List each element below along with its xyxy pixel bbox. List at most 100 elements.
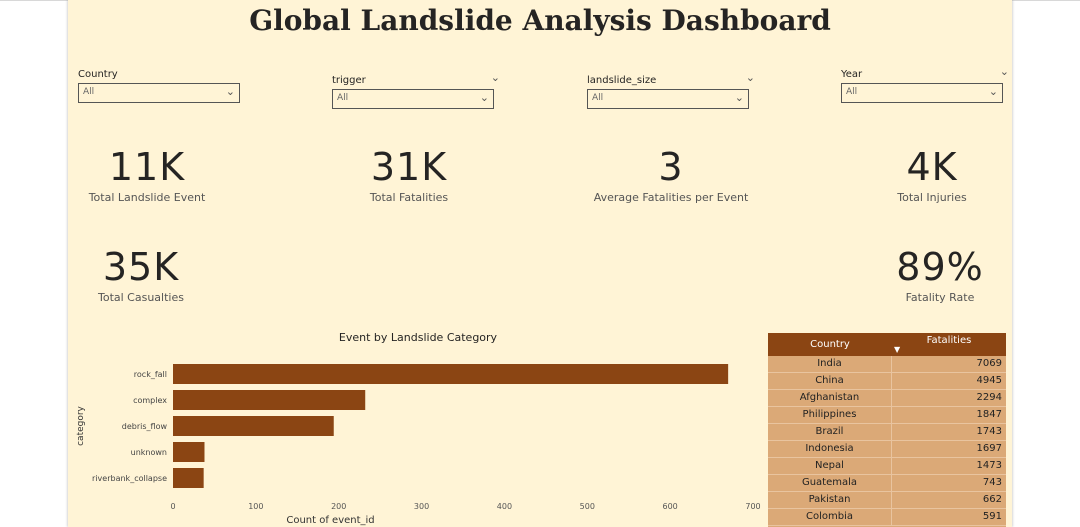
slicer-trigger-dropdown[interactable]: All ⌄ [332,89,494,109]
bar-rock_fall[interactable] [173,364,729,384]
slicer-landslide-size-label: landslide_size ⌄ [587,71,755,89]
cell-fatalities: 591 [982,511,1002,522]
kpi-value: 3 [658,145,684,189]
slicer-country: Country All ⌄ [78,69,240,103]
bar-unknown[interactable] [173,442,205,462]
table-row[interactable]: Afghanistan 2294 [768,390,1006,407]
x-tick-label: 700 [745,502,760,511]
table-row[interactable]: Pakistan 662 [768,492,1006,509]
kpi-label: Total Casualties [98,291,184,304]
column-header-fatalities[interactable]: Fatalities ▼ [892,333,1006,356]
category-tick-label: debris_flow [122,422,168,431]
slicer-landslide-size-value: All [592,93,604,103]
table-row[interactable]: China 4945 [768,373,1006,390]
cell-country: India [768,356,892,372]
table-row[interactable]: Brazil 1743 [768,424,1006,441]
chevron-down-icon: ⌄ [734,91,744,104]
cell-fatalities: 7069 [976,358,1002,369]
cell-country: Afghanistan [768,390,892,406]
bar-debris_flow[interactable] [173,416,334,436]
kpi-label: Total Injuries [897,191,967,204]
category-tick-label: riverbank_collapse [92,474,167,483]
kpi-value: 35K [102,245,180,289]
table-row[interactable]: India 7069 [768,356,1006,373]
chevron-down-icon: ⌄ [988,85,998,98]
cell-country: Brazil [768,424,892,440]
table-row[interactable]: Guatemala 743 [768,475,1006,492]
chart-title: Event by Landslide Category [338,331,498,344]
slicer-trigger: trigger ⌄ All ⌄ [332,71,500,109]
slicer-country-value: All [83,87,95,97]
cell-country: Guatemala [768,475,892,491]
cell-country: China [768,373,892,389]
slicer-year-dropdown[interactable]: All ⌄ [841,83,1003,103]
fatalities-table: Country Fatalities ▼ India 7069 China 4945 A… [768,333,1006,527]
kpi-label: Fatality Rate [905,291,975,304]
slicer-year-label: Year ⌄ [841,65,1009,83]
table-row[interactable]: Nepal 1473 [768,458,1006,475]
cell-fatalities: 2294 [976,392,1002,403]
cell-fatalities: 1473 [976,460,1002,471]
cell-fatalities: 4945 [976,375,1002,386]
chevron-down-icon: ⌄ [479,91,489,104]
slicer-trigger-value: All [337,93,349,103]
sort-descending-icon: ▼ [894,345,901,354]
cell-fatalities: 1743 [976,426,1002,437]
table-row[interactable]: Philippines 1847 [768,407,1006,424]
table-row[interactable]: Colombia 591 [768,509,1006,526]
kpi-fatality-rate: 89% Fatality Rate [866,245,1014,304]
category-tick-label: rock_fall [134,370,167,379]
kpi-value: 11K [108,145,186,189]
dashboard-title: Global Landslide Analysis Dashboard [249,4,831,37]
cell-country: Philippines [768,407,892,423]
x-tick-label: 0 [170,502,175,511]
x-tick-label: 100 [248,502,263,511]
kpi-total-landslide-event: 11K Total Landslide Event [68,145,226,204]
kpi-total-injuries: 4K Total Injuries [858,145,1006,204]
chevron-down-icon[interactable]: ⌄ [745,71,755,84]
slicer-landslide-size-dropdown[interactable]: All ⌄ [587,89,749,109]
cell-fatalities: 1697 [976,443,1002,454]
kpi-value: 4K [906,145,958,189]
cell-country: Nepal [768,458,892,474]
kpi-total-casualties: 35K Total Casualties [68,245,214,304]
table-header: Country Fatalities ▼ [768,333,1006,356]
slicer-landslide-size-label-text: landslide_size [587,75,657,86]
column-header-fatalities-label: Fatalities [926,335,972,346]
cell-fatalities: 1847 [976,409,1002,420]
slicer-year: Year ⌄ All ⌄ [841,65,1009,103]
category-tick-label: complex [133,396,167,405]
cell-fatalities: 743 [982,477,1002,488]
x-tick-label: 200 [331,502,346,511]
slicer-trigger-label: trigger ⌄ [332,71,500,89]
kpi-value: 89% [896,245,984,289]
chevron-down-icon: ⌄ [225,85,235,98]
cell-country: Indonesia [768,441,892,457]
slicer-country-dropdown[interactable]: All ⌄ [78,83,240,103]
kpi-label: Average Fatalities per Event [593,191,749,204]
bar-riverbank_collapse[interactable] [173,468,204,488]
x-tick-label: 500 [580,502,595,511]
kpi-value: 31K [370,145,448,189]
kpi-label: Total Landslide Event [88,191,206,204]
y-axis-title: category [76,405,86,445]
bar-complex[interactable] [173,390,366,410]
table-body: India 7069 China 4945 Afghanistan 2294 Philipp… [768,356,1006,526]
chevron-down-icon[interactable]: ⌄ [490,71,500,84]
slicer-year-value: All [846,87,858,97]
x-axis-title: Count of event_id [286,515,374,526]
cell-country: Colombia [768,509,892,525]
chevron-down-icon[interactable]: ⌄ [999,65,1009,78]
slicer-landslide-size: landslide_size ⌄ All ⌄ [587,71,755,109]
table-row[interactable]: Indonesia 1697 [768,441,1006,458]
cell-fatalities: 662 [982,494,1002,505]
slicer-trigger-label-text: trigger [332,75,366,86]
kpi-total-fatalities: 31K Total Fatalities [330,145,488,204]
kpi-average-fatalities: 3 Average Fatalities per Event [581,145,761,204]
column-header-country[interactable]: Country [810,339,850,350]
slicer-country-label: Country [78,69,118,80]
category-tick-label: unknown [131,448,167,457]
cell-country: Pakistan [768,492,892,508]
slicer-year-label-text: Year [841,69,863,80]
